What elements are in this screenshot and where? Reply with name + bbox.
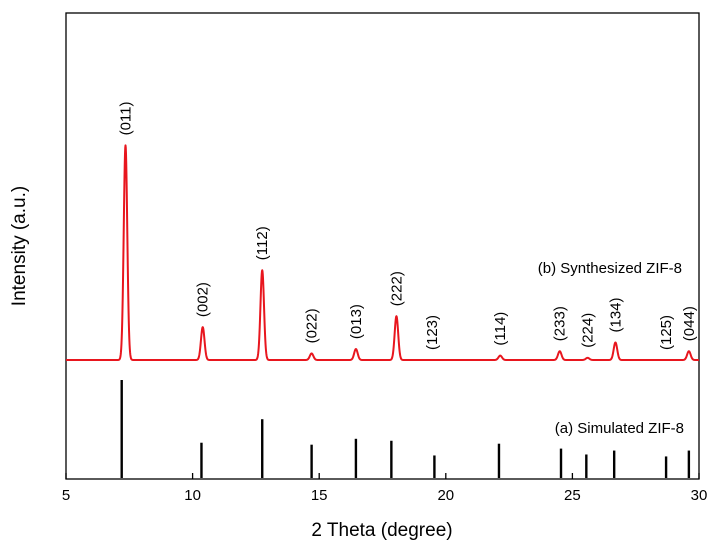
peak-label: (044) (681, 306, 698, 341)
x-tick-label: 25 (564, 487, 581, 504)
plot-frame (65, 12, 700, 480)
peak-label: (134) (607, 297, 624, 332)
simulated-pattern (120, 380, 691, 478)
x-tick-label: 15 (311, 487, 328, 504)
peak-label: (222) (388, 271, 405, 306)
peak-label: (022) (304, 308, 321, 343)
peak-label: (002) (195, 282, 212, 317)
peak-label: (013) (348, 304, 365, 339)
peak-label: (011) (118, 101, 135, 135)
peak-label: (112) (254, 226, 271, 260)
series-label-synthesized: (b) Synthesized ZIF-8 (538, 260, 682, 277)
x-tick-label: 20 (437, 487, 454, 504)
x-tick-label: 30 (691, 487, 708, 504)
series-label-simulated: (a) Simulated ZIF-8 (555, 420, 684, 437)
y-axis-title: Intensity (a.u.) (9, 186, 30, 306)
peak-label: (224) (580, 313, 597, 348)
synthesized-pattern-line (65, 144, 700, 361)
peak-labels: (011) (002) (112) (022) (013) (222) (123) (114)… (118, 101, 698, 350)
x-tick-label: 5 (62, 487, 70, 504)
peak-label: (233) (552, 306, 569, 341)
x-axis-ticks: 5 10 15 20 25 30 (62, 473, 708, 504)
x-axis-title: 2 Theta (degree) (311, 520, 452, 541)
peak-label: (114) (492, 312, 509, 346)
x-tick-label: 10 (184, 487, 201, 504)
peak-label: (123) (424, 315, 441, 350)
peak-label: (125) (658, 315, 675, 350)
